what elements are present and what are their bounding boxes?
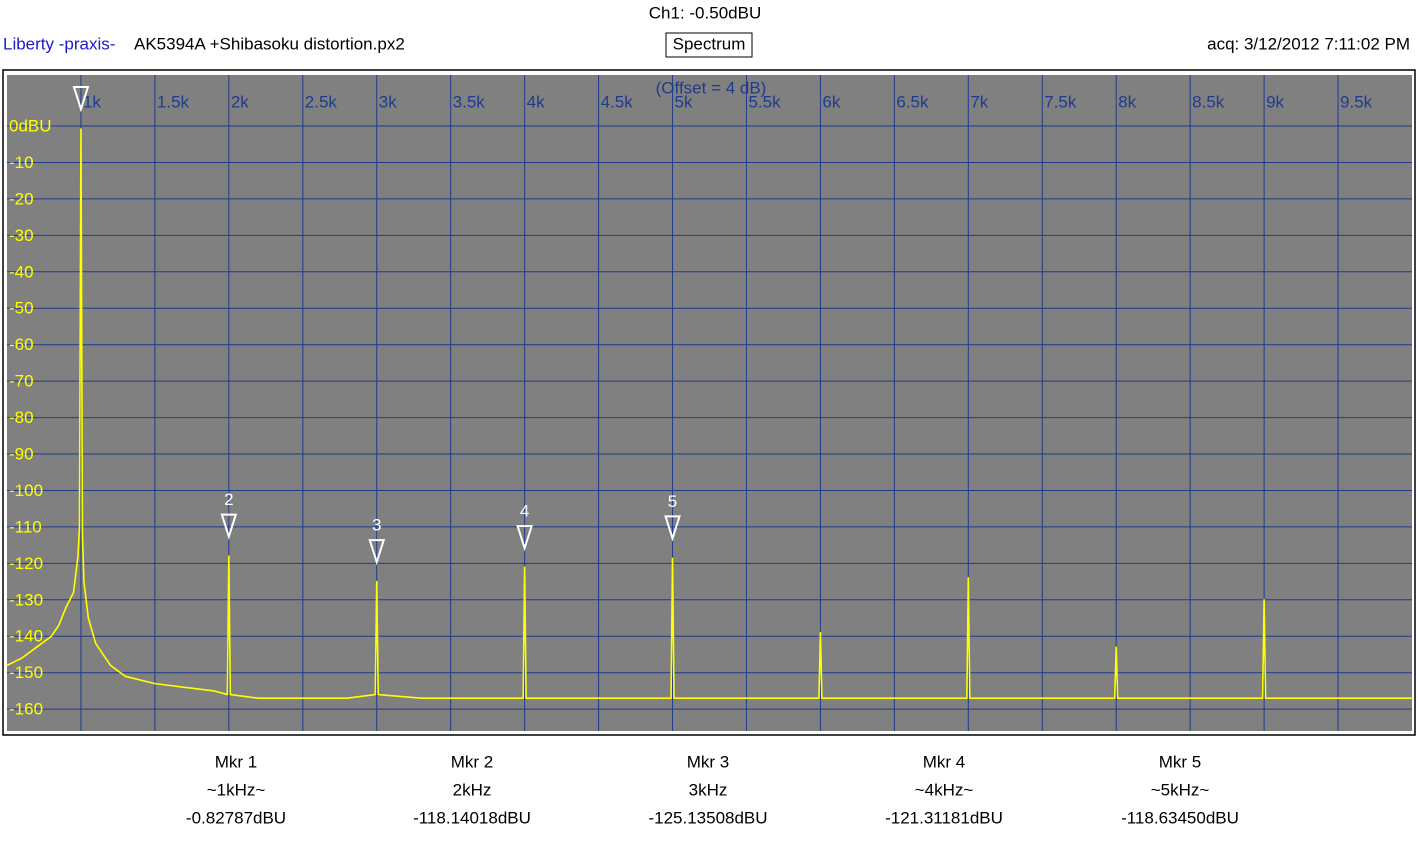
y-tick-label: -90 bbox=[9, 445, 34, 464]
y-tick-label: -160 bbox=[9, 700, 43, 719]
marker-triangle bbox=[220, 513, 238, 540]
marker-frequency: ~5kHz~ bbox=[1151, 780, 1210, 799]
marker-triangle bbox=[72, 86, 90, 113]
y-tick-label: -20 bbox=[9, 189, 34, 208]
y-tick-label: -120 bbox=[9, 554, 43, 573]
marker-id: 4 bbox=[520, 502, 529, 521]
marker-id: 5 bbox=[668, 492, 677, 511]
x-tick-label: 6.5k bbox=[896, 92, 929, 111]
marker-table: Mkr 1 ~1kHz~ -0.82787dBU Mkr 2 2kHz -118.1401… bbox=[186, 752, 1239, 827]
y-tick-label: -60 bbox=[9, 335, 34, 354]
marker-triangle bbox=[516, 525, 533, 552]
marker-name: Mkr 4 bbox=[923, 752, 966, 771]
marker-frequency: 2kHz bbox=[453, 780, 492, 799]
plot: 0dBU -10 -20 -30 -40 -50 -60 -70 -80 -90 -100 -110 -… bbox=[6, 75, 1412, 731]
x-tick-label: 7.5k bbox=[1044, 92, 1077, 111]
marker-triangle bbox=[368, 539, 386, 566]
y-tick-label: -140 bbox=[9, 627, 43, 646]
x-tick-label: 2.5k bbox=[305, 92, 338, 111]
x-tick-label: 9k bbox=[1266, 92, 1284, 111]
y-tick-label: -40 bbox=[9, 262, 34, 281]
plot-background bbox=[7, 75, 1412, 731]
plot-frame bbox=[2, 69, 1416, 736]
y-tick-label: -100 bbox=[9, 481, 43, 500]
offset-annotation: (Offset = 4 dB) bbox=[656, 78, 767, 97]
x-tick-label: 4.5k bbox=[601, 92, 634, 111]
x-tick-label: 7k bbox=[970, 92, 988, 111]
marker-id: 2 bbox=[224, 490, 233, 509]
x-tick-label: 4k bbox=[527, 92, 545, 111]
x-tick-label: 5.5k bbox=[748, 92, 781, 111]
brand: Liberty -praxis- bbox=[3, 34, 115, 53]
marker-level: -0.82787dBU bbox=[186, 808, 286, 827]
marker-level: -118.63450dBU bbox=[1121, 808, 1239, 827]
x-tick-label: 8.5k bbox=[1192, 92, 1225, 111]
marker-frequency: ~4kHz~ bbox=[915, 780, 974, 799]
marker-name: Mkr 1 bbox=[215, 752, 258, 771]
marker-frequency: ~1kHz~ bbox=[207, 780, 266, 799]
x-tick-label: 6k bbox=[822, 92, 840, 111]
marker-level: -125.13508dBU bbox=[648, 808, 767, 827]
y-tick-label: -70 bbox=[9, 372, 34, 391]
channel-level: Ch1: -0.50dBU bbox=[649, 3, 761, 22]
file-name: AK5394A +Shibasoku distortion.px2 bbox=[134, 34, 405, 53]
x-tick-label: 9.5k bbox=[1340, 92, 1373, 111]
view-box bbox=[665, 32, 753, 58]
marker-id: 3 bbox=[372, 516, 381, 535]
acquisition-time: acq: 3/12/2012 7:11:02 PM bbox=[1207, 34, 1410, 53]
y-tick-label: -130 bbox=[9, 590, 43, 609]
marker-level: -118.14018dBU bbox=[413, 808, 531, 827]
spectrum-trace bbox=[6, 128, 1412, 699]
x-tick-label: 3.5k bbox=[453, 92, 486, 111]
marker-name: Mkr 2 bbox=[451, 752, 494, 771]
y-tick-label: -10 bbox=[9, 153, 34, 172]
x-tick-label: 5k bbox=[675, 92, 693, 111]
x-tick-label: 2k bbox=[231, 92, 249, 111]
y-tick-label: -50 bbox=[9, 299, 34, 318]
y-tick-label: -80 bbox=[9, 408, 34, 427]
y-tick-label: -150 bbox=[9, 663, 43, 682]
marker-level: -121.31181dBU bbox=[885, 808, 1003, 827]
marker-name: Mkr 5 bbox=[1159, 752, 1202, 771]
x-tick-label: 1k bbox=[83, 92, 101, 111]
y-tick-label: -110 bbox=[9, 517, 42, 536]
view-title: Spectrum bbox=[673, 34, 746, 53]
x-tick-label: 3k bbox=[379, 92, 397, 111]
x-tick-label: 8k bbox=[1118, 92, 1136, 111]
x-tick-label: 1.5k bbox=[157, 92, 190, 111]
marker-name: Mkr 3 bbox=[687, 752, 730, 771]
y-tick-label: -30 bbox=[9, 226, 34, 245]
marker-triangle bbox=[664, 515, 681, 542]
y-tick-label: 0dBU bbox=[9, 117, 52, 136]
marker-frequency: 3kHz bbox=[689, 780, 728, 799]
